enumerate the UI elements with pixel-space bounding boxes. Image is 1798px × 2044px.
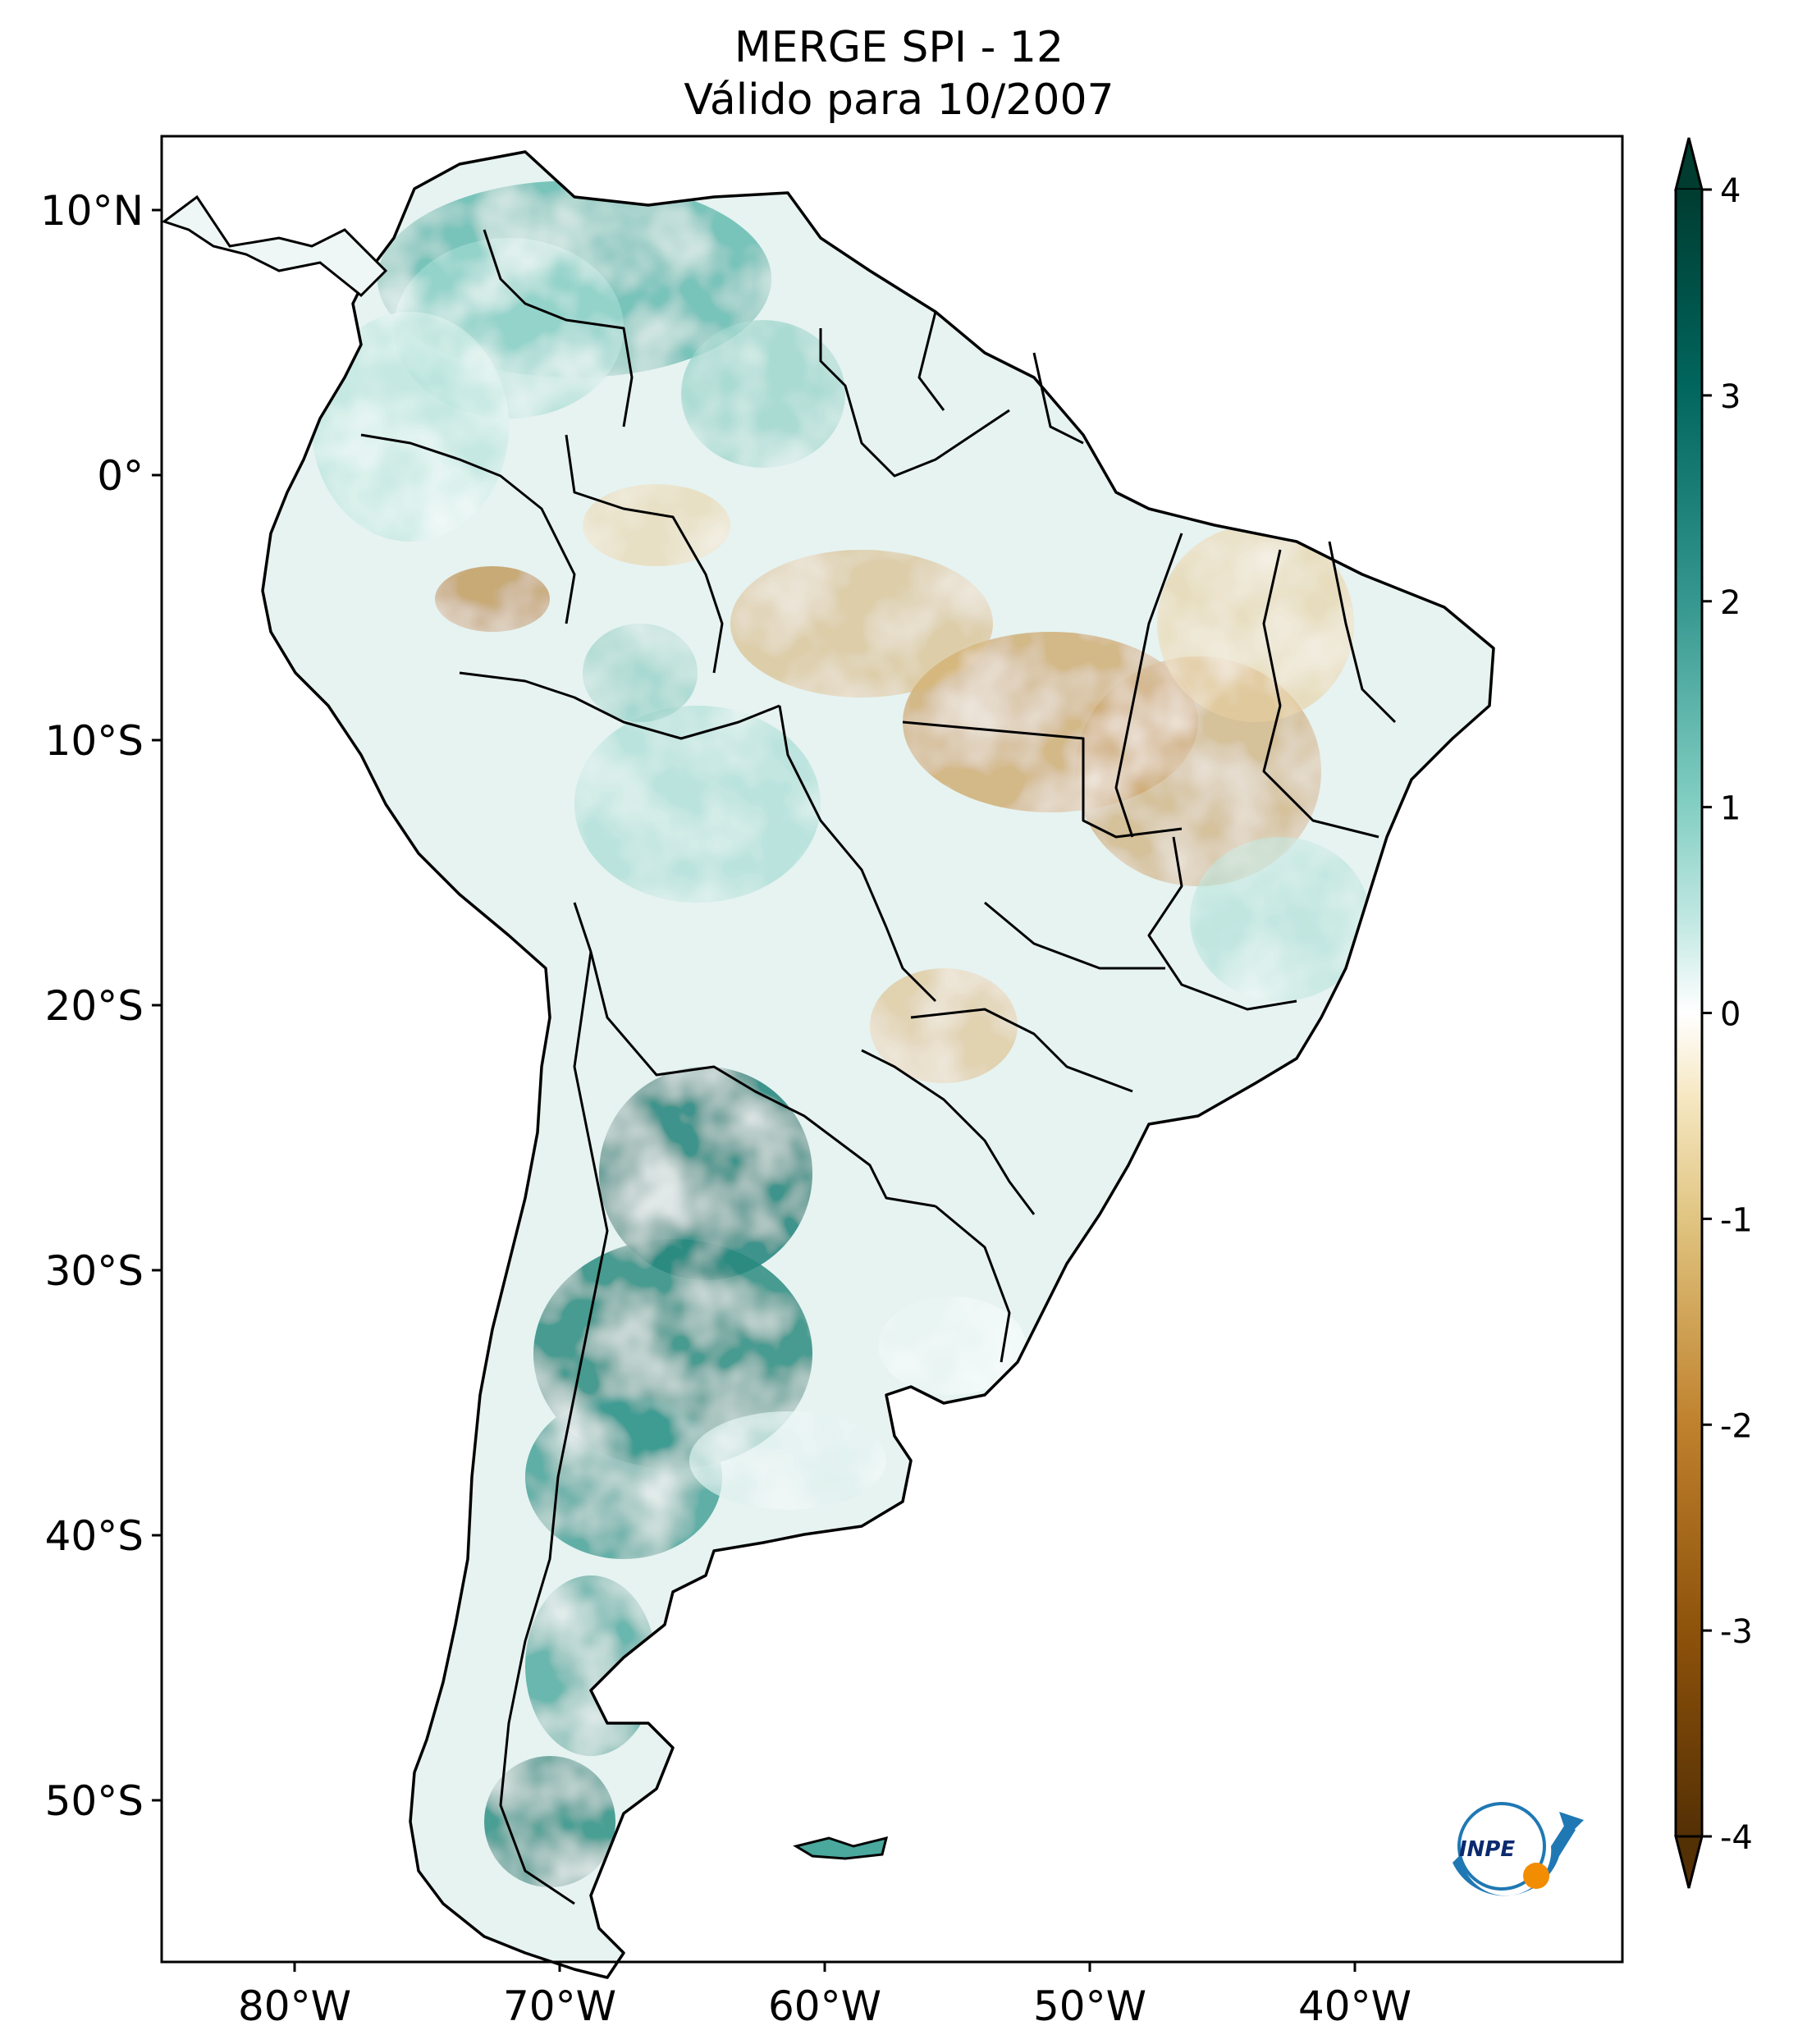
coastline — [261, 150, 1495, 1979]
colorbar-ticks: 4 3 2 1 0 -1 -2 -3 -4 — [1702, 172, 1753, 1857]
lon-tick-70w: 70°W — [503, 1982, 616, 2030]
colorbar-tick-label: 2 — [1720, 584, 1741, 622]
political-borders — [360, 229, 1397, 1905]
colorbar-body — [1676, 190, 1702, 1836]
lat-axis: 10°N 0° 10°S 20°S 30°S 40°S 50°S — [40, 187, 162, 1825]
lat-tick-50s: 50°S — [45, 1777, 144, 1825]
inpe-logo-icon: INPE — [1453, 1802, 1584, 1896]
colorbar-extend-max — [1674, 137, 1704, 191]
lat-tick-10s: 10°S — [45, 717, 144, 765]
lon-tick-80w: 80°W — [238, 1982, 351, 2030]
lat-tick-40s: 40°S — [45, 1512, 144, 1560]
colorbar-tick-label: -1 — [1720, 1201, 1753, 1239]
lon-tick-40w: 40°W — [1298, 1982, 1411, 2030]
lat-tick-10n: 10°N — [40, 187, 144, 235]
plot-border — [160, 135, 1624, 1964]
colorbar-tick-label: -2 — [1720, 1407, 1753, 1445]
colorbar-tick-label: -3 — [1720, 1613, 1753, 1651]
falkland-islands — [793, 1836, 889, 1860]
map-subtitle: Válido para 10/2007 — [684, 75, 1114, 125]
lon-axis: 80°W 70°W 60°W 50°W 40°W — [238, 1962, 1411, 2030]
colorbar-tick-label: 4 — [1720, 172, 1741, 210]
lon-tick-50w: 50°W — [1033, 1982, 1146, 2030]
colorbar-extend-min — [1674, 1835, 1704, 1889]
inpe-logo-text: INPE — [1459, 1837, 1515, 1862]
colorbar-tick-label: -4 — [1720, 1819, 1753, 1857]
colorbar: 4 3 2 1 0 -1 -2 -3 -4 — [1674, 137, 1753, 1889]
lat-tick-20s: 20°S — [45, 982, 144, 1030]
lon-tick-60w: 60°W — [768, 1982, 881, 2030]
map-title: MERGE SPI - 12 — [734, 23, 1064, 72]
central-america — [161, 194, 388, 298]
lat-tick-30s: 30°S — [45, 1247, 144, 1295]
colorbar-tick-label: 1 — [1720, 790, 1741, 828]
lat-tick-0: 0° — [97, 452, 144, 500]
colorbar-tick-label: 0 — [1720, 996, 1741, 1034]
colorbar-tick-label: 3 — [1720, 378, 1741, 416]
